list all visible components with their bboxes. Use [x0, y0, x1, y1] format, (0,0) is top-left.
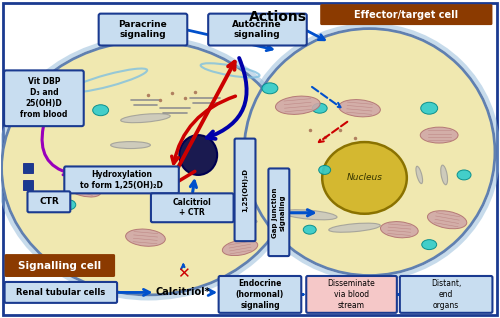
- Ellipse shape: [338, 100, 380, 117]
- Ellipse shape: [420, 127, 458, 143]
- Text: Distant,
end
organs: Distant, end organs: [431, 279, 462, 310]
- Ellipse shape: [276, 96, 320, 114]
- Ellipse shape: [329, 223, 380, 232]
- FancyBboxPatch shape: [151, 193, 234, 222]
- FancyBboxPatch shape: [400, 276, 492, 313]
- Ellipse shape: [318, 165, 330, 175]
- FancyBboxPatch shape: [208, 14, 307, 45]
- Text: Vit DBP
D₃ and
25(OH)D
from blood: Vit DBP D₃ and 25(OH)D from blood: [20, 77, 68, 120]
- Ellipse shape: [92, 105, 108, 116]
- FancyBboxPatch shape: [64, 166, 179, 193]
- FancyBboxPatch shape: [218, 276, 302, 313]
- Ellipse shape: [380, 222, 418, 238]
- Ellipse shape: [180, 135, 217, 175]
- Text: Effector/target cell: Effector/target cell: [354, 10, 459, 20]
- Bar: [23, 180, 33, 190]
- Text: Gap junction
signaling: Gap junction signaling: [272, 188, 285, 238]
- Ellipse shape: [222, 240, 258, 256]
- Text: Hydroxylation
to form 1,25(OH)₂D: Hydroxylation to form 1,25(OH)₂D: [80, 170, 163, 190]
- Text: Autocrine
signaling: Autocrine signaling: [232, 20, 282, 39]
- Ellipse shape: [161, 200, 190, 220]
- FancyBboxPatch shape: [4, 282, 117, 303]
- Text: Nucleus: Nucleus: [346, 173, 382, 183]
- FancyBboxPatch shape: [28, 191, 70, 212]
- FancyBboxPatch shape: [320, 4, 492, 25]
- Text: Actions: Actions: [249, 10, 307, 24]
- Bar: [23, 163, 33, 173]
- Ellipse shape: [64, 179, 101, 197]
- Text: 1,25(OH)₂D: 1,25(OH)₂D: [242, 168, 248, 212]
- Text: Calcitriol*: Calcitriol*: [156, 287, 210, 297]
- Text: Renal tubular cells: Renal tubular cells: [16, 288, 106, 297]
- Ellipse shape: [282, 210, 337, 220]
- Text: ✕: ✕: [177, 266, 190, 281]
- Text: Paracrine
signaling: Paracrine signaling: [118, 20, 167, 39]
- Text: Calcitriol
+ CTR: Calcitriol + CTR: [173, 198, 212, 218]
- FancyBboxPatch shape: [98, 14, 188, 45]
- Ellipse shape: [262, 83, 278, 94]
- Ellipse shape: [244, 29, 495, 275]
- Ellipse shape: [440, 165, 448, 185]
- Text: Signalling cell: Signalling cell: [18, 260, 102, 271]
- FancyBboxPatch shape: [4, 70, 84, 126]
- Text: Disseminate
via blood
stream: Disseminate via blood stream: [328, 279, 376, 310]
- FancyBboxPatch shape: [4, 254, 115, 277]
- Ellipse shape: [110, 142, 150, 149]
- Text: Endocrine
(hormonal)
signaling: Endocrine (hormonal) signaling: [236, 279, 284, 310]
- Ellipse shape: [416, 166, 422, 183]
- Ellipse shape: [62, 200, 76, 210]
- Ellipse shape: [126, 229, 166, 246]
- Ellipse shape: [312, 103, 327, 113]
- Ellipse shape: [2, 41, 296, 295]
- FancyBboxPatch shape: [268, 169, 289, 256]
- Text: CTR: CTR: [39, 197, 59, 206]
- Ellipse shape: [120, 114, 170, 123]
- Ellipse shape: [322, 142, 407, 214]
- Ellipse shape: [457, 170, 471, 180]
- Ellipse shape: [428, 211, 467, 229]
- Ellipse shape: [213, 212, 257, 223]
- Ellipse shape: [421, 102, 438, 114]
- FancyBboxPatch shape: [306, 276, 397, 313]
- Ellipse shape: [422, 240, 436, 250]
- FancyBboxPatch shape: [234, 139, 256, 241]
- Ellipse shape: [304, 225, 316, 234]
- FancyBboxPatch shape: [3, 3, 497, 315]
